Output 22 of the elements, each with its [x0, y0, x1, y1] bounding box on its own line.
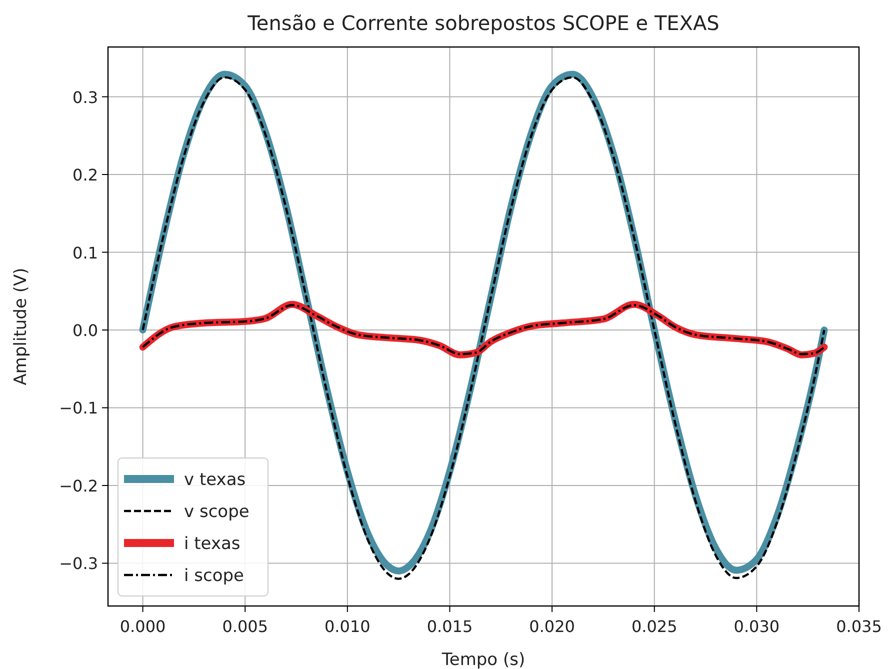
legend-label: v texas — [184, 470, 246, 490]
x-tick-label: 0.015 — [426, 617, 473, 636]
y-tick-label: 0.0 — [72, 321, 98, 340]
x-tick-label: 0.020 — [529, 617, 575, 636]
chart-title: Tensão e Corrente sobrepostos SCOPE e TEXAS — [246, 11, 720, 35]
y-tick-label: 0.1 — [72, 243, 98, 262]
x-tick-label: 0.030 — [734, 617, 780, 636]
x-axis-title: Tempo (s) — [440, 650, 526, 669]
y-tick-label: 0.2 — [72, 166, 98, 185]
x-tick-label: 0.025 — [631, 617, 678, 636]
y-tick-label: −0.2 — [59, 476, 98, 496]
y-tick-label: −0.3 — [59, 554, 98, 574]
x-tick-label: 0.035 — [836, 617, 882, 636]
y-axis-title: Amplitude (V) — [11, 268, 31, 386]
y-tick-label: −0.1 — [59, 398, 98, 418]
x-tick-label: 0.010 — [324, 617, 370, 636]
y-tick-label: 0.3 — [72, 88, 98, 107]
legend-label: i scope — [184, 566, 244, 586]
x-tick-label: 0.005 — [222, 617, 268, 636]
legend-label: i texas — [184, 534, 240, 554]
legend-label: v scope — [184, 502, 250, 522]
x-tick-label: 0.000 — [120, 617, 166, 636]
